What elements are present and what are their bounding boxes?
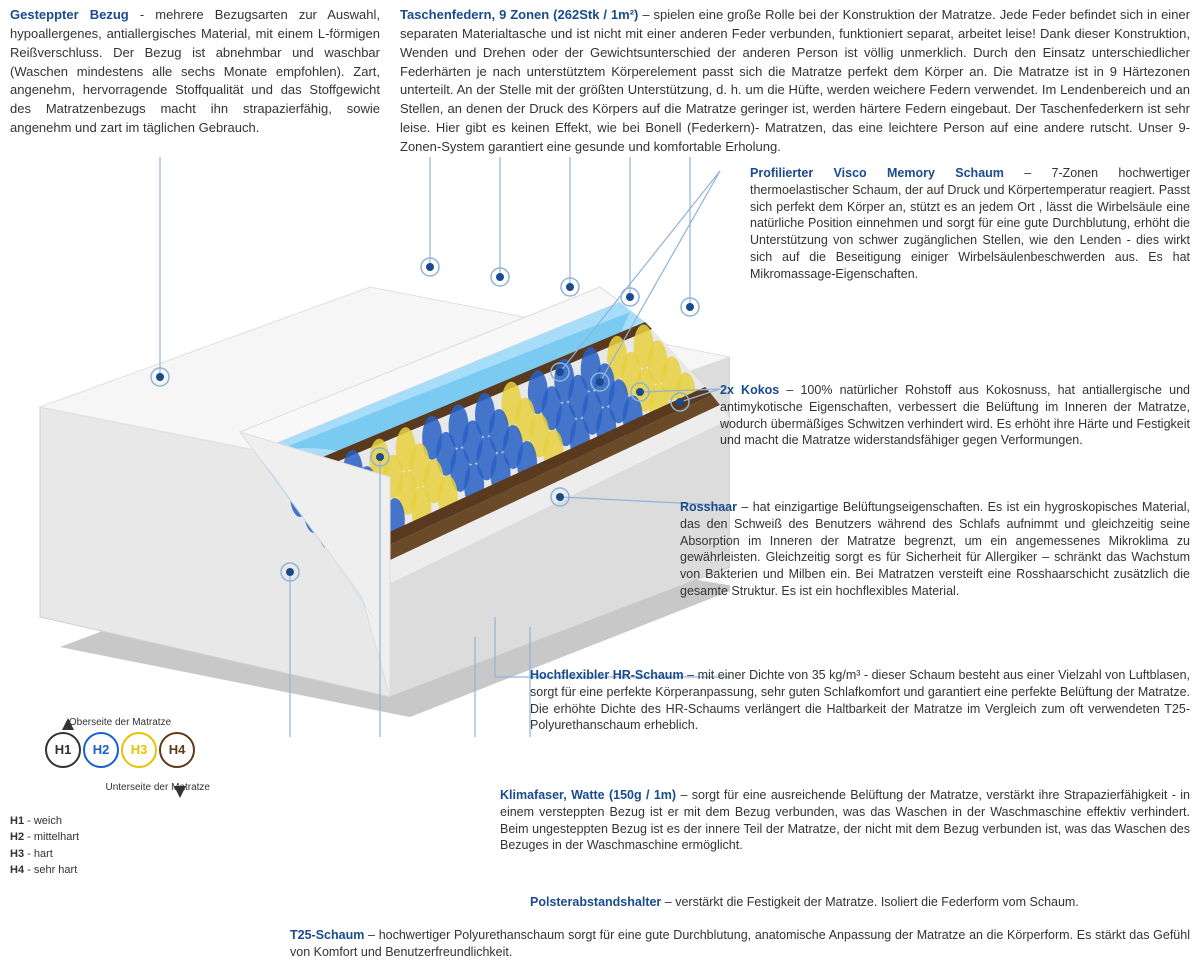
polster-title: Polsterabstandshalter — [530, 895, 661, 909]
cover-title: Gesteppter Bezug — [10, 7, 129, 22]
hardness-circle-h1: H1 — [45, 732, 81, 768]
t25-text: hochwertiger Polyurethanschaum sorgt für… — [290, 928, 1190, 959]
hardness-circle-h3: H3 — [121, 732, 157, 768]
layer-description-2: Rosshaar – hat einzigartige Belüftungsei… — [680, 499, 1190, 600]
arrow-down-icon — [174, 786, 186, 798]
hardness-def-h1: H1 - weich — [10, 813, 230, 830]
layer-sep-4: – — [676, 788, 692, 802]
hardness-circles: H1H2H3H4 — [10, 732, 230, 768]
layer-sep-1: – — [779, 383, 800, 397]
layer-description-1: 2x Kokos – 100% natürlicher Rohstoff aus… — [720, 382, 1190, 450]
springs-text: spielen eine große Rolle bei der Konstru… — [400, 7, 1190, 154]
layer-title-0: Profilierter Visco Memory Schaum — [750, 166, 1004, 180]
layer-text-2: hat einzigartige Belüftungseigenschaften… — [680, 500, 1190, 598]
hardness-definitions: H1 - weichH2 - mittelhartH3 - hartH4 - s… — [10, 813, 230, 879]
polster-sep: – — [661, 895, 675, 909]
t25-sep: – — [364, 928, 378, 942]
layer-title-2: Rosshaar — [680, 500, 737, 514]
springs-sep: – — [638, 7, 653, 22]
layer-sep-3: – — [684, 668, 698, 682]
mattress-body — [40, 287, 730, 717]
layer-title-1: 2x Kokos — [720, 383, 779, 397]
mattress-diagram — [0, 157, 730, 737]
layer-title-4: Klimafaser, Watte (150g / 1m) — [500, 788, 676, 802]
t25-description: T25-Schaum – hochwertiger Polyurethansch… — [290, 927, 1190, 961]
polster-description: Polsterabstandshalter – verstärkt die Fe… — [530, 895, 1190, 909]
layer-description-3: Hochflexibler HR-Schaum – mit einer Dich… — [530, 667, 1190, 735]
polster-text: verstärkt die Festigkeit der Matratze. I… — [675, 895, 1079, 909]
springs-title: Taschenfedern, 9 Zonen (262Stk / 1m²) — [400, 7, 638, 22]
layer-sep-2: – — [737, 500, 753, 514]
arrow-up-icon — [62, 718, 74, 730]
hardness-circle-h2: H2 — [83, 732, 119, 768]
cover-description: Gesteppter Bezug - mehrere Bezugsarten z… — [10, 6, 380, 157]
layer-title-3: Hochflexibler HR-Schaum — [530, 668, 684, 682]
hardness-bottom-label: Unterseite der Matratze — [10, 782, 230, 793]
hardness-def-h3: H3 - hart — [10, 846, 230, 863]
cover-text: mehrere Bezugsarten zur Auswahl, hypoall… — [10, 7, 380, 135]
layer-description-0: Profilierter Visco Memory Schaum – 7-Zon… — [750, 165, 1190, 283]
springs-description: Taschenfedern, 9 Zonen (262Stk / 1m²) – … — [400, 6, 1190, 157]
top-row: Gesteppter Bezug - mehrere Bezugsarten z… — [0, 0, 1200, 157]
layer-sep-0: – — [1004, 166, 1052, 180]
hardness-def-h4: H4 - sehr hart — [10, 862, 230, 879]
hardness-def-h2: H2 - mittelhart — [10, 829, 230, 846]
hardness-top-label: Oberseite der Matratze — [10, 717, 230, 728]
t25-title: T25-Schaum — [290, 928, 364, 942]
main-diagram-area: Profilierter Visco Memory Schaum – 7-Zon… — [0, 157, 1200, 927]
cover-sep: - — [129, 7, 156, 22]
layer-description-4: Klimafaser, Watte (150g / 1m) – sorgt fü… — [500, 787, 1190, 855]
hardness-legend: Oberseite der Matratze H1H2H3H4 Untersei… — [10, 717, 230, 879]
hardness-circle-h4: H4 — [159, 732, 195, 768]
layer-text-0: 7-Zonen hochwertiger thermoelastischer S… — [750, 166, 1190, 281]
